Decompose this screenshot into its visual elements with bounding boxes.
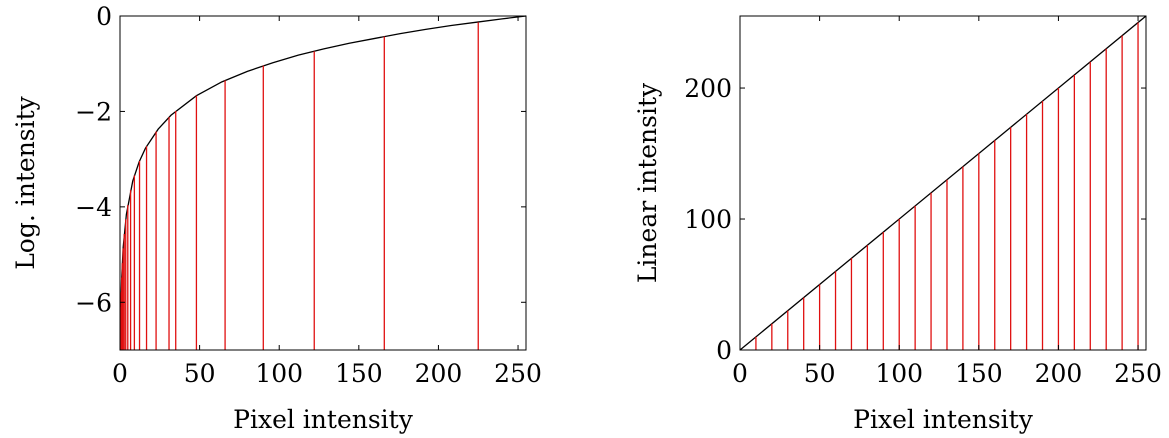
right-axis-frame bbox=[739, 15, 1147, 351]
left-xtick-label-2: 100 bbox=[255, 359, 303, 388]
right-xtick-label-3: 150 bbox=[955, 359, 1003, 388]
left-axis-frame bbox=[119, 15, 527, 351]
right-x-axis-title: Pixel intensity bbox=[853, 405, 1034, 434]
left-y-axis-title: Log. intensity bbox=[11, 95, 40, 269]
right-xtick-label-5: 250 bbox=[1114, 359, 1162, 388]
left-xtick-label-3: 150 bbox=[335, 359, 383, 388]
right-xtick-label-2: 100 bbox=[875, 359, 923, 388]
left-ytick-label-0: 0 bbox=[96, 2, 112, 31]
right-xtick-label-4: 200 bbox=[1035, 359, 1083, 388]
left-curve bbox=[120, 15, 527, 314]
left-ytick-label-2: −4 bbox=[75, 193, 112, 222]
left-ytick-label-1: −2 bbox=[75, 97, 112, 126]
left-x-axis-title: Pixel intensity bbox=[233, 405, 414, 434]
left-ytick-label-3: −6 bbox=[75, 288, 112, 317]
left-xtick-label-0: 0 bbox=[112, 359, 128, 388]
right-xtick-label-0: 0 bbox=[732, 359, 748, 388]
right-y-axis-title: Linear intensity bbox=[633, 82, 662, 283]
right-ytick-label-0: 0 bbox=[716, 336, 732, 365]
right-ytick-label-2: 200 bbox=[684, 74, 732, 103]
log-intensity-chart: 0 50 100 150 200 250 0 −2 −4 −6 Pixel intensity Log… bbox=[11, 2, 542, 434]
right-ytick-label-1: 100 bbox=[684, 205, 732, 234]
left-xtick-label-1: 50 bbox=[184, 359, 216, 388]
left-xtick-label-4: 200 bbox=[415, 359, 463, 388]
right-curve bbox=[739, 15, 1147, 351]
left-xtick-label-5: 250 bbox=[494, 359, 542, 388]
right-xtick-label-1: 50 bbox=[804, 359, 836, 388]
